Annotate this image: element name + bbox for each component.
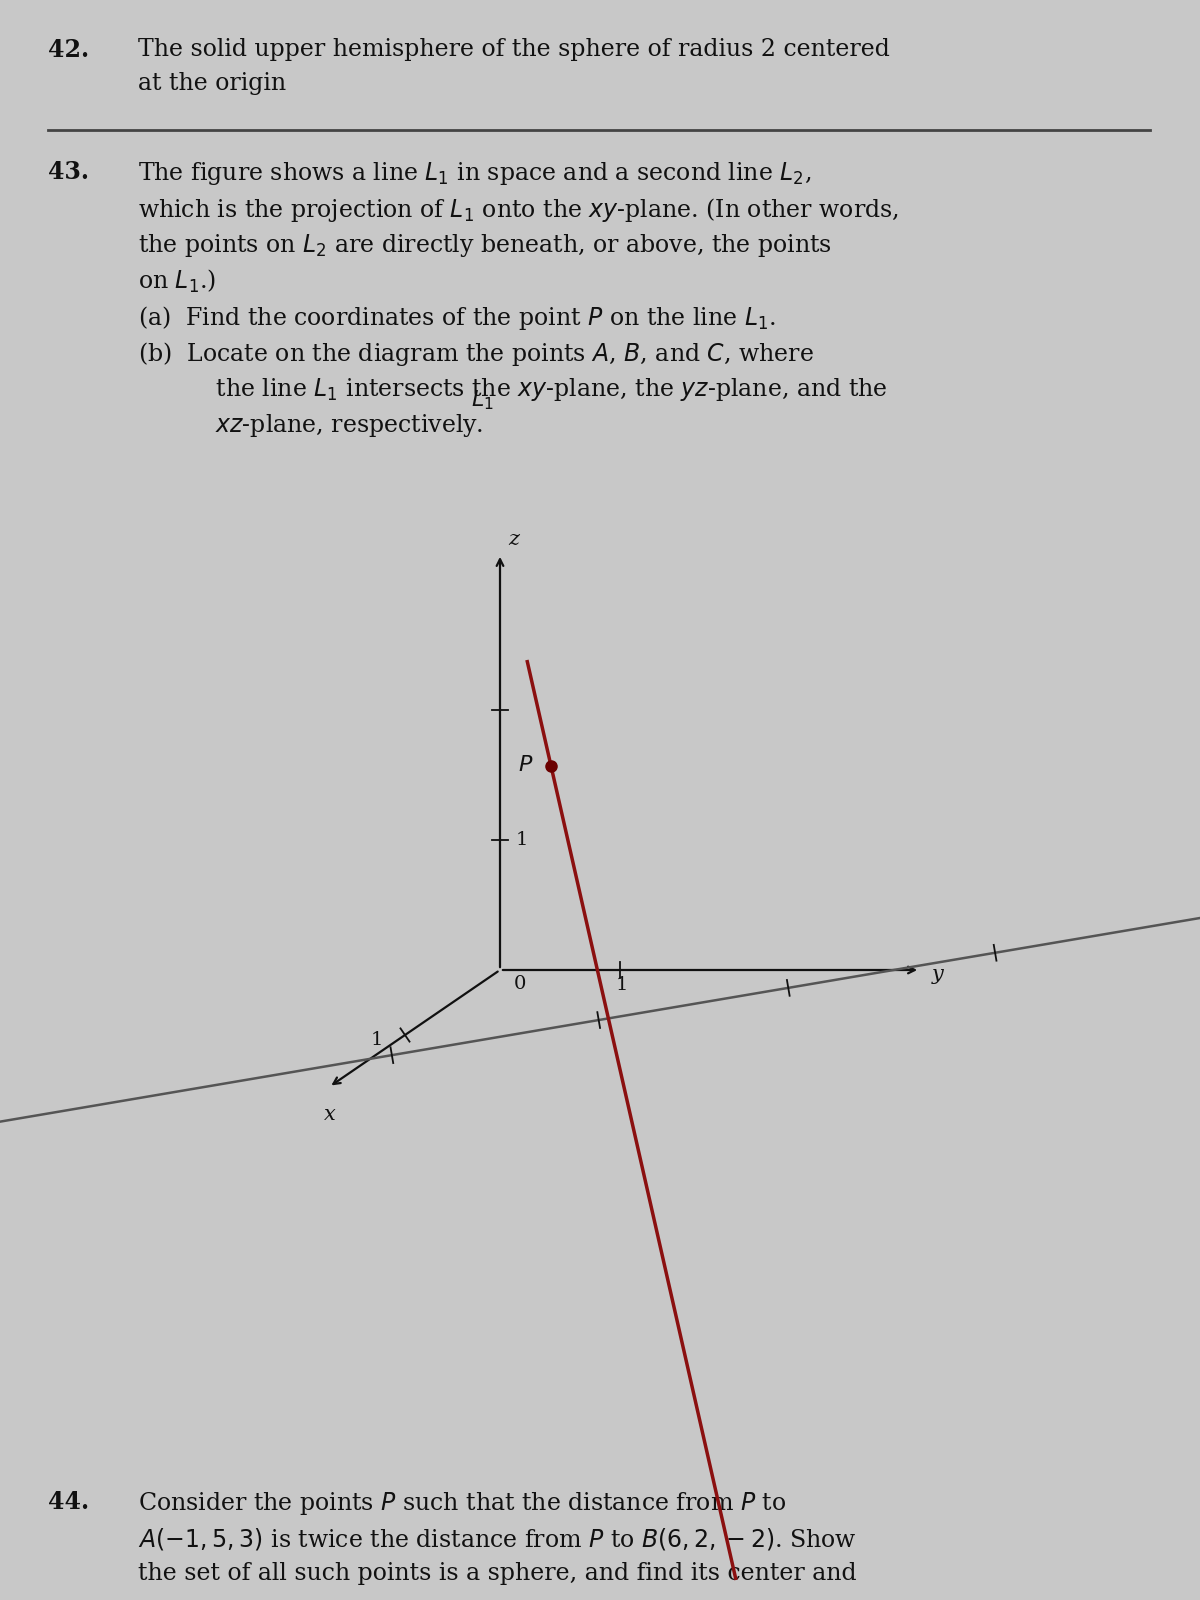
Text: The figure shows a line $L_1$ in space and a second line $L_2$,: The figure shows a line $L_1$ in space a… (138, 160, 811, 187)
Text: on $L_1$.): on $L_1$.) (138, 267, 216, 294)
Text: 42.: 42. (48, 38, 89, 62)
Text: the points on $L_2$ are directly beneath, or above, the points: the points on $L_2$ are directly beneath… (138, 232, 832, 259)
Text: 43.: 43. (48, 160, 89, 184)
Text: x: x (324, 1106, 336, 1123)
Text: y: y (932, 965, 943, 984)
Text: (a)  Find the coordinates of the point $P$ on the line $L_1$.: (a) Find the coordinates of the point $P… (138, 304, 776, 333)
Text: The solid upper hemisphere of the sphere of radius 2 centered: The solid upper hemisphere of the sphere… (138, 38, 890, 61)
Text: Consider the points $P$ such that the distance from $P$ to: Consider the points $P$ such that the di… (138, 1490, 786, 1517)
Text: 1: 1 (371, 1030, 383, 1050)
Text: z: z (508, 530, 520, 549)
Text: $P$: $P$ (517, 754, 533, 776)
Text: $A(-1, 5, 3)$ is twice the distance from $P$ to $B(6, 2, -2)$. Show: $A(-1, 5, 3)$ is twice the distance from… (138, 1526, 857, 1552)
Text: (b)  Locate on the diagram the points $A$, $B$, and $C$, where: (b) Locate on the diagram the points $A$… (138, 341, 814, 368)
Text: 1: 1 (616, 976, 628, 994)
Text: the set of all such points is a sphere, and find its center and: the set of all such points is a sphere, … (138, 1562, 857, 1586)
Text: 1: 1 (516, 830, 528, 850)
Text: 44.: 44. (48, 1490, 89, 1514)
Text: the line $L_1$ intersects the $xy$-plane, the $yz$-plane, and the: the line $L_1$ intersects the $xy$-plane… (178, 376, 888, 403)
Text: at the origin: at the origin (138, 72, 286, 94)
Text: which is the projection of $L_1$ onto the $xy$-plane. (In other words,: which is the projection of $L_1$ onto th… (138, 195, 899, 224)
Text: $L_1$: $L_1$ (472, 389, 494, 411)
Text: 0: 0 (514, 974, 527, 994)
Text: $xz$-plane, respectively.: $xz$-plane, respectively. (178, 411, 484, 438)
